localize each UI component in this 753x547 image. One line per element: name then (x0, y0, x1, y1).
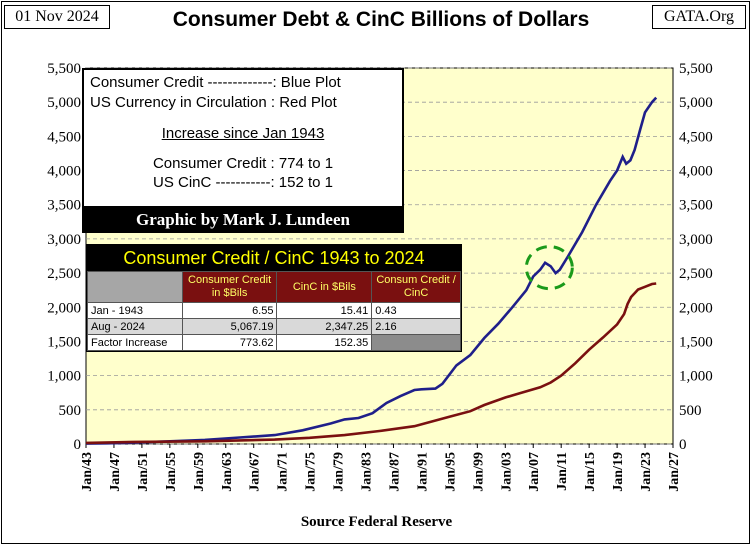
chart-title: Consumer Debt & CinC Billions of Dollars (172, 8, 590, 31)
date-label: 01 Nov 2024 (4, 5, 110, 29)
cell-cinc: 15.41 (276, 302, 373, 319)
y-tick-label-right: 3,500 (679, 198, 713, 214)
y-tick-label-left: 4,000 (47, 164, 81, 180)
highlight-circle (524, 245, 574, 291)
y-tick-label-left: 1,500 (47, 334, 81, 350)
cell-consumer-credit: 5,067.19 (181, 318, 278, 335)
y-tick-label-right: 0 (679, 437, 687, 453)
x-tick-label: Jan/43 (80, 452, 95, 492)
x-tick-label: Jan/03 (499, 452, 514, 492)
cell-ratio: 2.16 (371, 318, 461, 335)
cinc-line (85, 282, 657, 445)
table-row: Factor Increase 773.62 152.35 (87, 334, 461, 351)
table-grid: Consumer Credit in $Bils CinC in $Bils C… (87, 271, 461, 351)
x-tick-label: Jan/15 (583, 452, 598, 492)
table-row: Jan - 1943 6.55 15.41 0.43 (87, 302, 461, 319)
cell-ratio-empty (371, 334, 461, 351)
data-table: Consumer Credit / CinC 1943 to 2024 Cons… (86, 244, 462, 352)
y-tick-label-right: 4,000 (679, 164, 713, 180)
y-tick-label-left: 3,000 (47, 232, 81, 248)
cell-cinc: 2,347.25 (276, 318, 373, 335)
y-axis-right: 0 500 1,000 1,500 2,000 2,500 3,000 3,500 4,000 4… (679, 61, 713, 453)
cell-consumer-credit: 773.62 (181, 334, 278, 351)
x-tick-label: Jan/63 (220, 452, 235, 492)
source-label: Source Federal Reserve (300, 514, 453, 530)
table-header-cinc: CinC in $Bils (276, 271, 373, 303)
y-tick-label-right: 1,500 (679, 334, 713, 350)
x-tick-label: Jan/75 (304, 452, 319, 492)
y-tick-label-right: 1,000 (679, 369, 713, 385)
table-title: Consumer Credit / CinC 1943 to 2024 (87, 245, 461, 271)
table-header-consumer-credit: Consumer Credit in $Bils (181, 271, 278, 303)
x-tick-label: Jan/83 (360, 452, 375, 492)
y-tick-label-left: 5,500 (47, 61, 81, 77)
x-tick-label: Jan/91 (415, 452, 430, 492)
y-tick-label-left: 500 (59, 403, 82, 419)
x-tick-label: Jan/59 (192, 452, 207, 492)
x-axis: Jan/43 Jan/47 Jan/51 Jan/55 Jan/59 Jan/63 Jan/… (80, 444, 682, 492)
legend-line-consumer-credit: Consumer Credit -------------: Blue Plot (90, 74, 341, 91)
row-label: Factor Increase (87, 334, 183, 351)
x-tick-label: Jan/67 (248, 452, 263, 492)
table-header-row: Consumer Credit in $Bils CinC in $Bils C… (87, 271, 461, 303)
x-tick-label: Jan/27 (667, 452, 682, 492)
table-header-blank (87, 271, 183, 303)
row-label: Jan - 1943 (87, 302, 183, 319)
x-tick-label: Jan/71 (276, 452, 291, 492)
x-tick-label: Jan/47 (108, 452, 123, 492)
x-tick-label: Jan/23 (639, 452, 654, 492)
increase-consumer-credit: Consumer Credit : 774 to 1 (152, 155, 334, 172)
increase-cinc: US CinC -----------: 152 to 1 (152, 174, 333, 191)
cell-consumer-credit: 6.55 (181, 302, 278, 319)
y-tick-label-right: 3,000 (679, 232, 713, 248)
cell-cinc: 152.35 (276, 334, 373, 351)
y-tick-label-left: 0 (74, 437, 82, 453)
x-tick-label: Jan/95 (443, 452, 458, 492)
x-tick-label: Jan/19 (611, 452, 626, 492)
legend-box: Consumer Credit -------------: Blue Plot… (82, 68, 404, 208)
y-axis-left: 0 500 1,000 1,500 2,000 2,500 3,000 3,500 4,000 4… (47, 61, 81, 453)
y-tick-label-right: 2,000 (679, 300, 713, 316)
y-tick-label-left: 4,500 (47, 129, 81, 145)
x-tick-label: Jan/79 (332, 452, 347, 492)
y-tick-label-right: 500 (679, 403, 702, 419)
x-tick-label: Jan/55 (164, 452, 179, 492)
increase-heading: Increase since Jan 1943 (161, 125, 325, 142)
site-label: GATA.Org (652, 5, 746, 29)
y-tick-label-left: 5,000 (47, 95, 81, 111)
cell-ratio: 0.43 (371, 302, 461, 319)
row-label: Aug - 2024 (87, 318, 183, 335)
y-tick-label-right: 5,500 (679, 61, 713, 77)
y-tick-label-left: 1,000 (47, 369, 81, 385)
legend-line-cinc: US Currency in Circulation : Red Plot (90, 94, 337, 111)
y-tick-label-left: 2,000 (47, 300, 81, 316)
x-tick-label: Jan/51 (136, 452, 151, 492)
author-credit: Graphic by Mark J. Lundeen (82, 207, 404, 233)
consumer-credit-line (85, 96, 658, 445)
table-row: Aug - 2024 5,067.19 2,347.25 2.16 (87, 318, 461, 335)
y-tick-label-left: 2,500 (47, 266, 81, 282)
table-header-ratio: Consum Credit / CinC (371, 271, 461, 303)
y-tick-label-right: 5,000 (679, 95, 713, 111)
x-tick-label: Jan/07 (527, 452, 542, 492)
x-tick-label: Jan/11 (555, 452, 570, 491)
y-tick-label-right: 2,500 (679, 266, 713, 282)
y-tick-label-left: 3,500 (47, 198, 81, 214)
y-tick-label-right: 4,500 (679, 129, 713, 145)
x-tick-label: Jan/87 (387, 452, 402, 492)
x-tick-label: Jan/99 (471, 452, 486, 492)
